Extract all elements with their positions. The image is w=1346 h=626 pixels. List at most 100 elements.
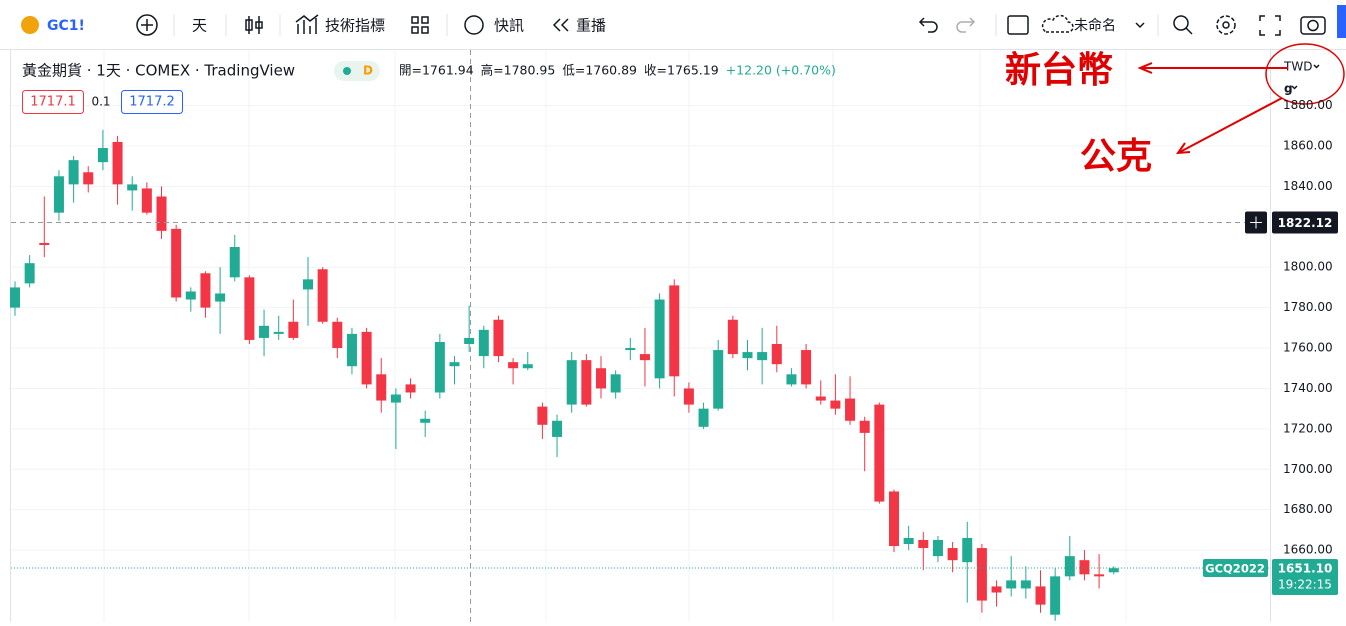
ohlc-item: 收=1765.19: [644, 63, 719, 78]
candle-body: [68, 160, 79, 185]
candle-body: [669, 285, 680, 377]
candle-body: [596, 368, 606, 389]
add-symbol[interactable]: [136, 14, 158, 36]
candle-body: [24, 263, 35, 284]
candle-body: [918, 539, 929, 549]
candle-body: [874, 404, 885, 502]
last-price: 1651.10: [1278, 562, 1333, 576]
y-tick-label: 1840.00: [1283, 179, 1333, 193]
fullscreen[interactable]: [1259, 15, 1281, 36]
symbol-tag: [1203, 559, 1268, 578]
candle-body: [332, 321, 343, 349]
candle-body: [845, 398, 856, 421]
candle-body: [1035, 586, 1046, 605]
annotation-currency: 新台幣: [1005, 50, 1113, 91]
candle-body: [273, 331, 284, 334]
interval[interactable]: 天: [192, 17, 207, 35]
search[interactable]: [1173, 15, 1189, 31]
candle-body: [508, 362, 519, 369]
alerts[interactable]: 快訊: [494, 17, 524, 35]
y-tick-label: 1800.00: [1283, 260, 1333, 274]
y-tick-label: 1760.00: [1283, 341, 1333, 355]
fullscreen-toggle[interactable]: [1007, 15, 1029, 35]
replay-icon[interactable]: [552, 18, 569, 32]
candle-body: [683, 388, 694, 405]
candle-body: [581, 360, 592, 405]
candle-body: [10, 287, 20, 308]
candle-body: [39, 242, 50, 245]
candle-body: [361, 331, 372, 385]
chart-type[interactable]: [245, 16, 263, 34]
candle-body: [742, 352, 753, 359]
candle-body: [903, 537, 914, 545]
candle-body: [654, 299, 665, 379]
indicators-icon[interactable]: [295, 14, 319, 34]
snapshot[interactable]: [1300, 16, 1326, 35]
currency-selector[interactable]: TWD: [1283, 60, 1312, 74]
candle-body: [727, 319, 738, 355]
sell-button[interactable]: [22, 90, 84, 114]
candle-body: [1050, 576, 1061, 615]
candle-body: [1020, 580, 1031, 589]
crosshair-price: 1822.12: [1278, 216, 1333, 230]
sell-price[interactable]: 1717.1: [30, 95, 76, 110]
y-tick-label: 1720.00: [1283, 421, 1333, 435]
layouts[interactable]: [411, 16, 429, 34]
symbol-icon: [21, 16, 39, 34]
candle-body: [757, 352, 768, 361]
candle-body: [97, 148, 108, 163]
spread: 0.1: [91, 95, 110, 109]
status-pill: [334, 61, 380, 81]
countdown: 19:22:15: [1278, 578, 1332, 592]
candle-body: [317, 269, 328, 322]
buy-price[interactable]: 1717.2: [129, 95, 175, 110]
add-icon: [141, 19, 153, 31]
currency-chevron: [1313, 64, 1320, 69]
symbol-tag-label: GCQ2022: [1205, 562, 1265, 576]
candle-body: [185, 291, 196, 300]
candle-body: [610, 374, 621, 393]
buy-button[interactable]: [121, 90, 183, 114]
candle-body: [771, 343, 782, 365]
ohlc-item: +12.20 (+0.70%): [726, 63, 836, 78]
candle-body: [713, 350, 724, 409]
last-price-tag: [1272, 559, 1338, 596]
vertical-grid: [103, 50, 1127, 622]
candles: [10, 129, 1119, 621]
candle-body: [639, 354, 650, 361]
candle-body: [932, 539, 943, 557]
alerts-icon[interactable]: [464, 15, 484, 35]
candle-body: [889, 491, 899, 547]
candle-body: [991, 586, 1002, 593]
redo[interactable]: [956, 17, 976, 33]
symbol[interactable]: GC1!: [47, 18, 85, 34]
candle-body: [200, 273, 211, 308]
y-tick-label: 1740.00: [1283, 381, 1333, 395]
y-tick-label: 1700.00: [1283, 462, 1333, 476]
candle-body: [449, 362, 460, 367]
status-badge: D: [363, 64, 373, 78]
crosshair-price-tag: [1272, 211, 1338, 234]
publish-button[interactable]: [1337, 5, 1346, 38]
status-dot: [343, 67, 351, 75]
candle-body: [141, 188, 152, 213]
snapshot-lens: [1307, 19, 1319, 32]
y-tick-label: 1860.00: [1283, 138, 1333, 152]
indicators[interactable]: 技術指標: [325, 17, 385, 35]
candle-body: [259, 325, 270, 338]
candle-body: [1006, 580, 1017, 589]
ohlc-item: 高=1780.95: [481, 63, 556, 78]
candle-body: [112, 141, 123, 185]
replay[interactable]: 重播: [576, 17, 606, 35]
candle-body: [801, 350, 812, 385]
y-tick-label: 1680.00: [1283, 502, 1333, 516]
undo[interactable]: [918, 17, 938, 33]
unit-selector[interactable]: g: [1284, 82, 1293, 96]
settings[interactable]: [1216, 15, 1236, 35]
toolbar: [0, 0, 1346, 50]
layout-name[interactable]: 未命名: [1074, 17, 1116, 34]
layout-menu[interactable]: [1135, 22, 1145, 29]
candle-body: [303, 279, 313, 290]
candle-body: [229, 247, 240, 278]
